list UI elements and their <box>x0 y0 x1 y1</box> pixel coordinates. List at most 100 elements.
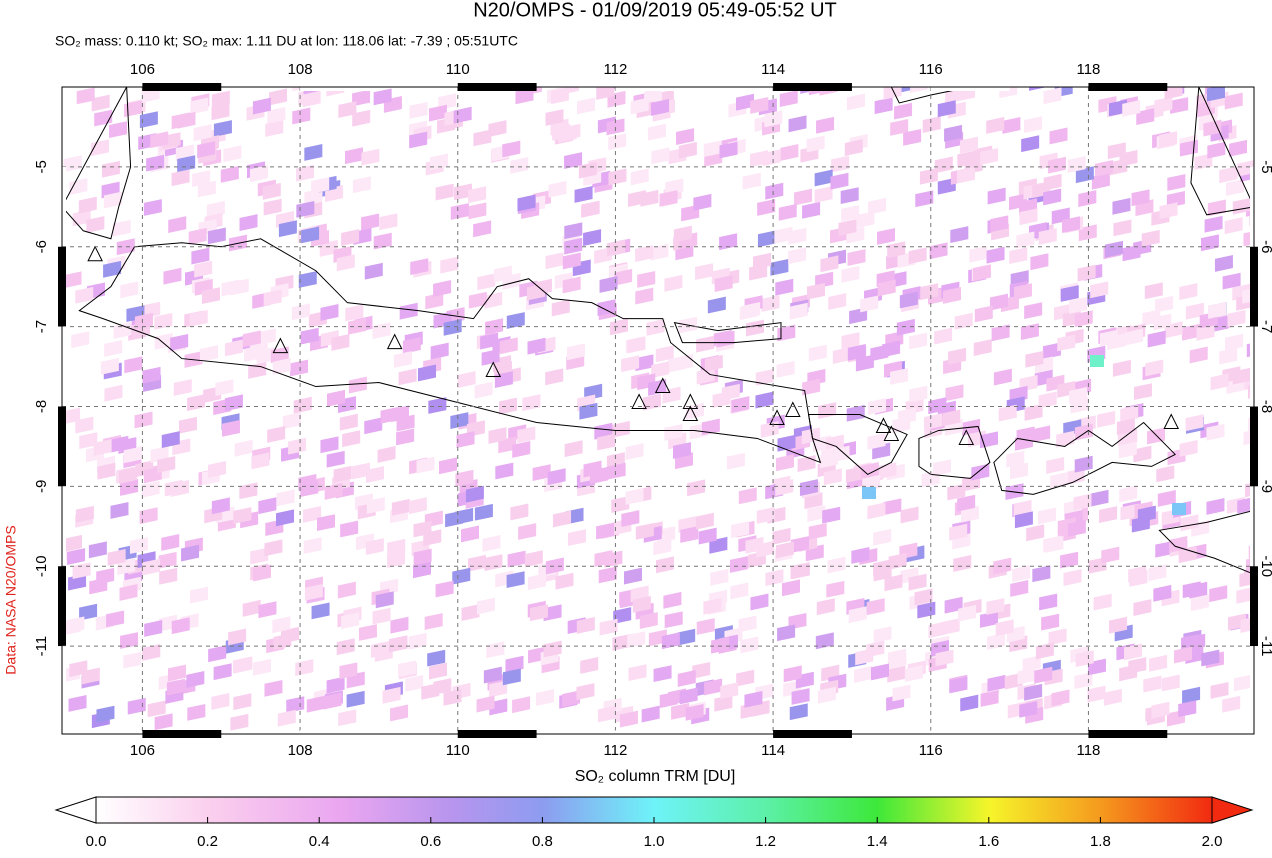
pixel <box>193 124 212 142</box>
pixel <box>324 483 343 500</box>
pixel <box>498 397 517 415</box>
pixel <box>862 487 876 499</box>
pixel <box>750 593 769 611</box>
pixel <box>190 97 209 115</box>
pixel <box>1030 253 1049 271</box>
pixel <box>882 340 901 358</box>
pixel <box>679 687 698 705</box>
pixel <box>701 418 720 436</box>
pixel <box>290 359 309 377</box>
pixel <box>738 487 757 505</box>
pixel <box>372 322 391 340</box>
pixel <box>68 573 87 591</box>
pixel <box>801 427 820 445</box>
pixel <box>1133 383 1152 401</box>
pixel <box>1087 685 1106 703</box>
pixel <box>567 529 586 547</box>
pixel <box>69 178 88 195</box>
pixel <box>1026 524 1045 542</box>
pixel <box>716 330 735 348</box>
pixel <box>1203 119 1222 137</box>
pixel <box>1155 295 1174 313</box>
pixel <box>493 265 512 283</box>
pixel <box>979 431 998 449</box>
pixel <box>777 624 796 642</box>
pixel <box>779 90 798 108</box>
pixel <box>424 613 443 630</box>
pixel <box>512 696 531 714</box>
pixel <box>405 675 424 692</box>
pixel <box>1156 465 1175 483</box>
pixel <box>375 591 394 609</box>
pixel <box>677 628 696 646</box>
pixel <box>987 187 1006 205</box>
pixel <box>719 141 738 159</box>
pixel <box>473 220 492 238</box>
pixel <box>144 620 163 637</box>
pixel <box>632 595 651 613</box>
pixel <box>389 635 408 653</box>
pixel <box>1029 87 1048 91</box>
pixel <box>883 498 902 516</box>
pixel <box>208 645 227 663</box>
pixel <box>336 638 355 656</box>
volcano-marker <box>958 429 975 445</box>
pixel <box>607 239 626 257</box>
pixel <box>883 87 902 100</box>
pixel <box>969 245 988 263</box>
pixel <box>774 226 793 244</box>
pixel <box>562 276 581 294</box>
pixel <box>502 140 521 158</box>
pixel <box>1225 333 1244 351</box>
pixel <box>650 243 669 261</box>
volcano-marker <box>631 393 647 410</box>
pixel <box>263 289 282 307</box>
pixel <box>524 550 543 568</box>
pixel <box>892 684 911 702</box>
pixel <box>1043 188 1062 206</box>
pixel <box>1219 166 1238 184</box>
pixel <box>532 464 551 482</box>
pixel <box>611 496 630 513</box>
pixel <box>832 346 851 364</box>
pixel <box>453 106 472 124</box>
pixel <box>1078 224 1097 242</box>
pixel <box>790 562 809 580</box>
pixel <box>535 689 554 706</box>
pixel <box>215 379 234 397</box>
pixel <box>847 249 866 266</box>
pixel <box>1013 499 1032 517</box>
pixel <box>597 705 616 723</box>
pixel <box>846 93 865 111</box>
pixel <box>596 522 615 540</box>
pixel <box>1024 404 1043 421</box>
pixel <box>1068 297 1087 314</box>
pixel <box>173 379 192 396</box>
pixel <box>489 680 508 698</box>
pixel <box>1177 69 1195 86</box>
pixel <box>301 226 320 244</box>
pixel <box>244 345 263 362</box>
pixel <box>564 440 583 458</box>
pixel <box>860 295 879 313</box>
y-tick-label: -11 <box>33 636 50 657</box>
y-tick-label: -10 <box>1258 555 1272 577</box>
pixel <box>1189 346 1208 364</box>
pixel <box>1038 228 1057 245</box>
pixel <box>273 633 292 650</box>
pixel <box>529 604 548 622</box>
pixel <box>1222 695 1241 713</box>
pixel <box>303 506 322 523</box>
pixel <box>1017 667 1036 685</box>
pixel <box>409 101 428 119</box>
pixel <box>990 215 1009 233</box>
pixel <box>75 505 94 523</box>
pixel <box>831 445 850 463</box>
pixel <box>731 396 750 413</box>
pixel <box>352 89 371 107</box>
pixel <box>818 402 837 419</box>
y-tick-label: -8 <box>33 400 50 413</box>
pixel <box>806 282 825 300</box>
pixel <box>651 361 670 379</box>
pixel <box>342 430 361 448</box>
